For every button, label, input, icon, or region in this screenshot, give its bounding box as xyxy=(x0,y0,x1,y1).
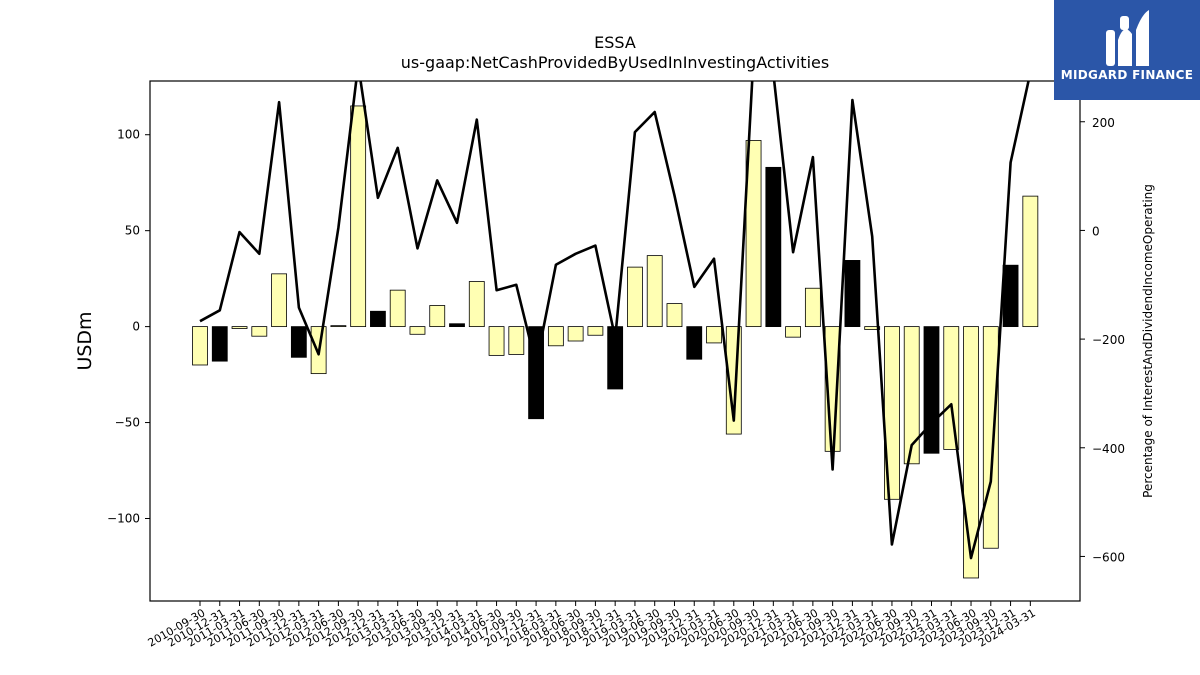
bar-2024-03-31 xyxy=(1022,195,1039,328)
bar-2013-09-30 xyxy=(429,305,446,328)
y2-axis-label: Percentage of InterestAndDividendIncomeO… xyxy=(1141,184,1155,498)
y-tick-label: 100 xyxy=(117,128,140,142)
bar-2010-09-30 xyxy=(192,326,208,366)
bar-2020-03-31 xyxy=(706,326,722,344)
bar-2021-12-31 xyxy=(844,260,861,328)
bar-2019-12-31 xyxy=(686,326,703,360)
bar-2019-06-30 xyxy=(646,255,663,328)
y-tick-label: 50 xyxy=(125,224,140,238)
bar-2014-03-31 xyxy=(468,281,485,328)
y2-tick-label: −600 xyxy=(1092,550,1125,564)
bar-2019-03-31 xyxy=(627,266,643,328)
midgard-logo-icon xyxy=(1106,10,1149,66)
bar-2023-06-30 xyxy=(963,326,979,579)
bar-2012-09-30 xyxy=(350,105,367,328)
y2-tick-label: −400 xyxy=(1092,442,1125,456)
bar-2021-03-31 xyxy=(785,326,801,338)
bar-2019-09-30 xyxy=(666,303,683,328)
y-tick-label: −100 xyxy=(107,511,140,525)
x-axis: 2010-09-302010-12-312011-03-312011-06-30… xyxy=(146,601,1038,650)
bar-2018-03-31 xyxy=(547,326,564,347)
logo-text: MIDGARD FINANCE xyxy=(1060,68,1194,82)
bar-2022-09-30 xyxy=(903,326,920,465)
y2-tick-label: 200 xyxy=(1092,116,1115,130)
bar-2011-12-31 xyxy=(290,326,307,358)
bar-2020-12-31 xyxy=(765,166,782,328)
percentage-line xyxy=(199,81,1030,560)
bar-2014-06-30 xyxy=(488,326,505,356)
logo: MIDGARD FINANCE xyxy=(1054,0,1200,100)
bar-2023-12-31 xyxy=(1002,264,1019,328)
y2-tick-label: −200 xyxy=(1092,333,1125,347)
bar-2011-03-31 xyxy=(231,326,248,329)
y2-tick-label: 0 xyxy=(1092,224,1100,238)
bar-2012-12-31 xyxy=(370,310,386,328)
chart-title: ESSA xyxy=(594,33,636,52)
y-axis-label: USDm xyxy=(74,311,96,370)
bar-2018-06-30 xyxy=(567,326,584,342)
bar-2017-09-30 xyxy=(508,326,525,355)
chart-subtitle: us-gaap:NetCashProvidedByUsedInInvesting… xyxy=(401,53,829,72)
bar-2023-03-31 xyxy=(943,326,960,450)
bar-2021-06-30 xyxy=(804,287,821,328)
y-tick-label: −50 xyxy=(115,416,140,430)
bar-2022-12-31 xyxy=(923,326,940,454)
bar-2012-06-30 xyxy=(330,325,347,328)
line-group xyxy=(199,81,1030,560)
y-tick-label: 0 xyxy=(132,320,140,334)
right-axis: −600 −400 −200 0 200 xyxy=(1080,116,1125,564)
bar-2013-06-30 xyxy=(409,326,426,335)
bar-2018-09-30 xyxy=(587,326,604,336)
bar-2013-12-31 xyxy=(449,323,465,328)
left-axis: −100 −50 0 50 100 xyxy=(107,128,150,525)
bar-2022-03-31 xyxy=(864,326,881,330)
bar-2023-09-30 xyxy=(982,326,999,549)
bar-2011-06-30 xyxy=(251,326,268,337)
bar-2011-09-30 xyxy=(271,273,287,328)
bar-2010-12-31 xyxy=(211,326,228,362)
bar-2020-09-30 xyxy=(745,140,762,328)
bar-2013-03-31 xyxy=(389,289,406,328)
